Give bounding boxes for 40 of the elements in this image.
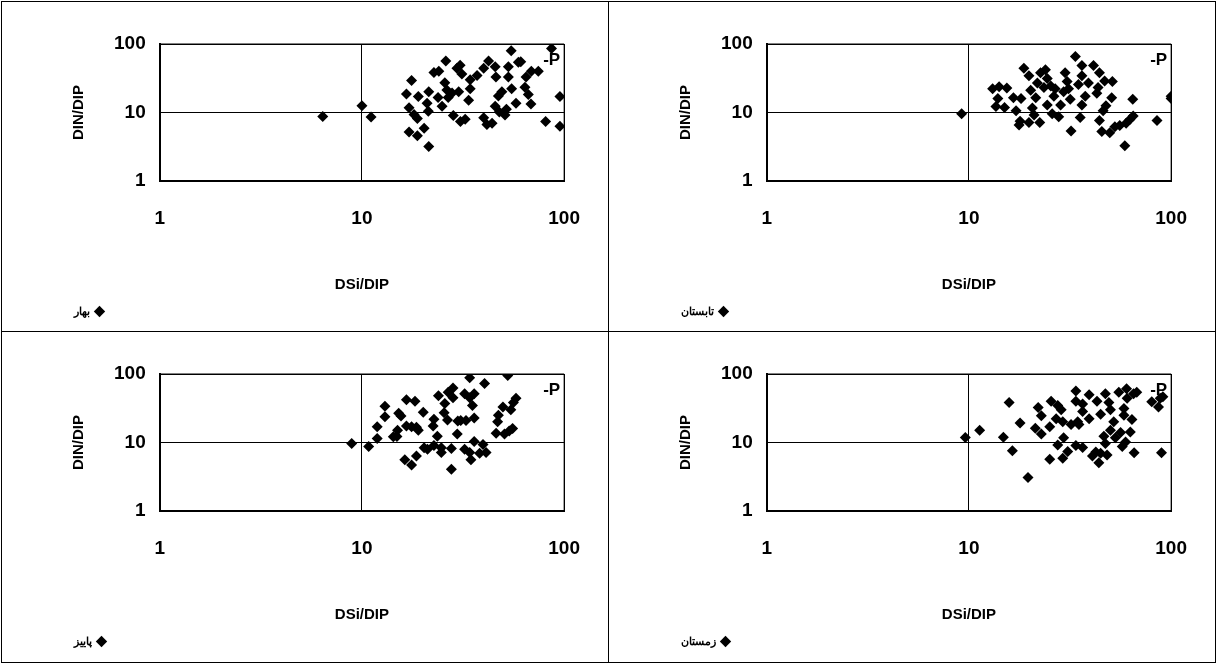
y-tick-label: 10 — [731, 430, 753, 452]
y-tick-label: 100 — [114, 362, 146, 384]
legend-label: زمستان — [681, 634, 716, 648]
x-tick-label: 1 — [761, 536, 773, 558]
y-tick-label: 1 — [742, 499, 754, 521]
x-tick-label: 1 — [154, 206, 166, 228]
legend-label: تابستان — [681, 304, 714, 318]
y-tick-label: 1 — [135, 499, 147, 521]
y-tick-label: 100 — [721, 362, 753, 384]
x-axis-title: DSi/DIP — [941, 275, 997, 293]
annotation: -P — [1150, 50, 1168, 70]
y-axis-title: DIN/DIP — [676, 415, 694, 471]
x-tick-label: 10 — [958, 536, 980, 558]
y-axis-title: DIN/DIP — [676, 85, 694, 141]
x-tick-label: 100 — [548, 206, 580, 228]
y-tick-label: 10 — [731, 100, 753, 122]
x-axis-title: DSi/DIP — [941, 605, 997, 623]
x-tick-label: 1 — [154, 536, 166, 558]
y-tick-label: 10 — [124, 100, 146, 122]
x-tick-label: 100 — [548, 536, 580, 558]
annotation: -P — [1150, 380, 1168, 400]
legend-label: پاييز — [73, 634, 92, 648]
x-tick-label: 100 — [1155, 536, 1187, 558]
legend-label: بهار — [73, 304, 90, 318]
y-axis-title: DIN/DIP — [69, 85, 87, 141]
x-tick-label: 10 — [351, 536, 373, 558]
annotation: -P — [543, 380, 561, 400]
y-tick-label: 1 — [742, 169, 754, 191]
annotation: -P — [543, 50, 561, 70]
x-tick-label: 1 — [761, 206, 773, 228]
x-tick-label: 10 — [958, 206, 980, 228]
y-tick-label: 10 — [124, 430, 146, 452]
x-axis-title: DSi/DIP — [334, 275, 390, 293]
x-tick-label: 10 — [351, 206, 373, 228]
x-axis-title: DSi/DIP — [334, 605, 390, 623]
y-tick-label: 1 — [135, 169, 147, 191]
y-axis-title: DIN/DIP — [69, 415, 87, 471]
y-tick-label: 100 — [114, 32, 146, 54]
x-tick-label: 100 — [1155, 206, 1187, 228]
y-tick-label: 100 — [721, 32, 753, 54]
